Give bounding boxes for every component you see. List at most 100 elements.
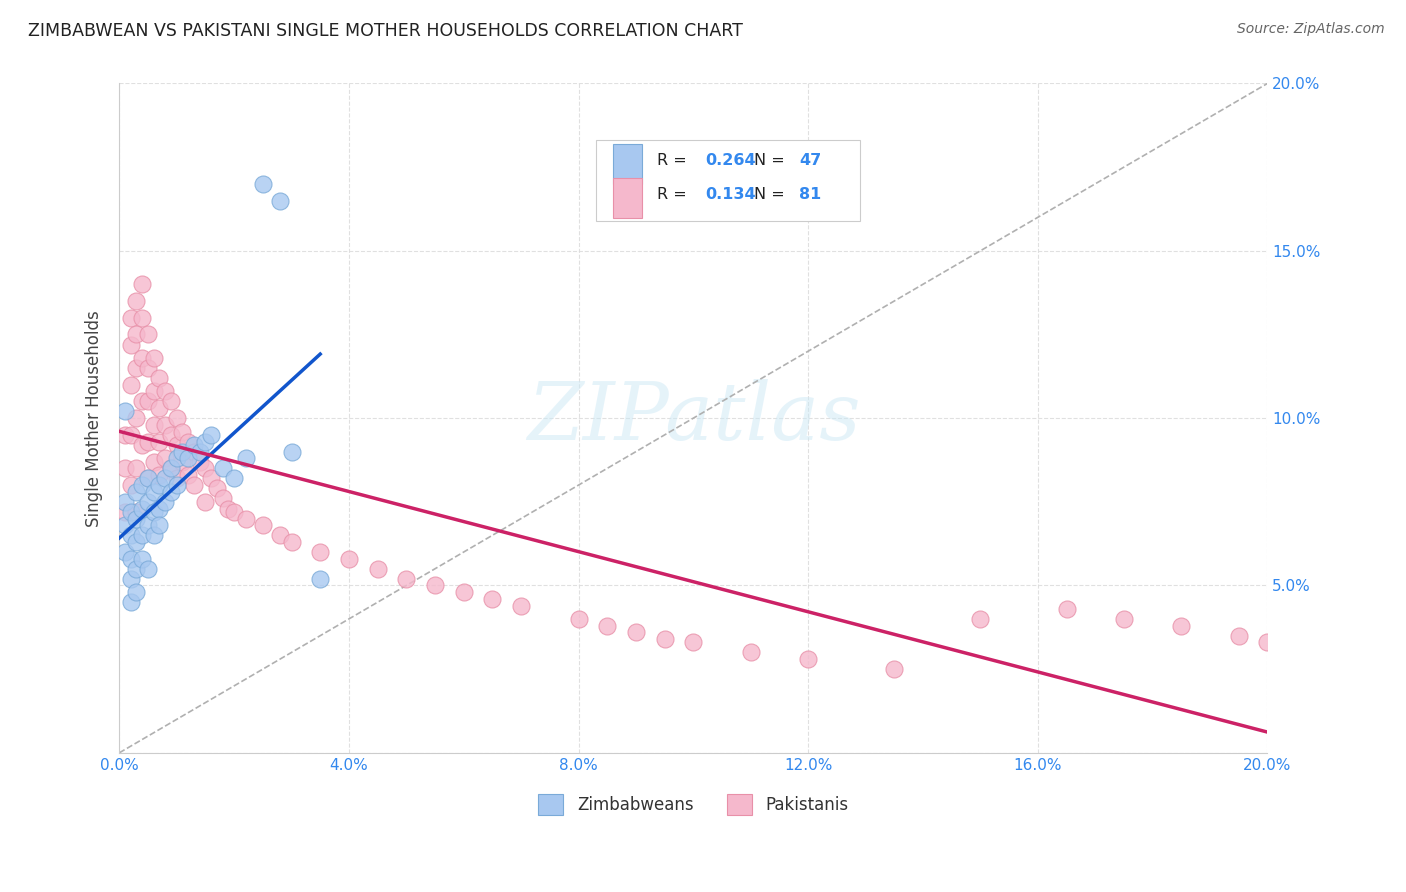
Point bbox=[172, 444, 194, 458]
Point bbox=[142, 351, 165, 365]
Point bbox=[200, 428, 222, 442]
Point bbox=[160, 428, 183, 442]
Point bbox=[142, 455, 165, 469]
Point bbox=[148, 434, 170, 449]
Point bbox=[136, 495, 159, 509]
Point bbox=[200, 471, 222, 485]
Point bbox=[125, 461, 148, 475]
Point bbox=[423, 578, 446, 592]
Point bbox=[131, 438, 153, 452]
Bar bbox=[613, 178, 641, 218]
Point bbox=[969, 612, 991, 626]
Point bbox=[160, 484, 183, 499]
Text: 0.134: 0.134 bbox=[704, 187, 755, 202]
Point bbox=[142, 384, 165, 399]
Point bbox=[217, 501, 239, 516]
Point bbox=[280, 444, 302, 458]
Point bbox=[131, 310, 153, 325]
Point bbox=[120, 505, 142, 519]
Point bbox=[211, 491, 233, 506]
Point bbox=[188, 455, 211, 469]
Point bbox=[148, 501, 170, 516]
Point bbox=[131, 501, 153, 516]
Text: Source: ZipAtlas.com: Source: ZipAtlas.com bbox=[1237, 22, 1385, 37]
Point bbox=[160, 461, 183, 475]
Point bbox=[481, 591, 503, 606]
Point bbox=[177, 434, 200, 449]
Point bbox=[153, 495, 176, 509]
Point bbox=[337, 551, 360, 566]
Bar bbox=[613, 144, 641, 184]
Point bbox=[166, 438, 188, 452]
Point bbox=[797, 652, 820, 666]
Text: R =: R = bbox=[657, 153, 692, 168]
Text: 81: 81 bbox=[799, 187, 821, 202]
Point bbox=[309, 545, 332, 559]
Point bbox=[136, 434, 159, 449]
Point bbox=[131, 351, 153, 365]
Point bbox=[624, 625, 647, 640]
Point bbox=[177, 468, 200, 483]
Point bbox=[367, 562, 389, 576]
Point bbox=[148, 518, 170, 533]
Point bbox=[120, 528, 142, 542]
Point bbox=[252, 177, 274, 191]
Point bbox=[183, 478, 205, 492]
Point bbox=[205, 482, 228, 496]
Legend: Zimbabweans, Pakistanis: Zimbabweans, Pakistanis bbox=[531, 788, 855, 822]
Text: ZIPatlas: ZIPatlas bbox=[527, 379, 860, 457]
Point bbox=[114, 428, 136, 442]
Point bbox=[131, 551, 153, 566]
Point bbox=[177, 451, 200, 466]
Point bbox=[269, 194, 291, 208]
Point bbox=[166, 478, 188, 492]
Point bbox=[194, 495, 217, 509]
Text: 47: 47 bbox=[799, 153, 821, 168]
Point bbox=[136, 518, 159, 533]
Point bbox=[153, 417, 176, 432]
Point bbox=[136, 394, 159, 409]
Point bbox=[453, 585, 475, 599]
Point bbox=[740, 645, 762, 659]
Text: N =: N = bbox=[754, 187, 790, 202]
Point bbox=[309, 572, 332, 586]
Text: ZIMBABWEAN VS PAKISTANI SINGLE MOTHER HOUSEHOLDS CORRELATION CHART: ZIMBABWEAN VS PAKISTANI SINGLE MOTHER HO… bbox=[28, 22, 742, 40]
Point bbox=[148, 401, 170, 416]
Point bbox=[125, 585, 148, 599]
Point bbox=[280, 535, 302, 549]
Point bbox=[125, 293, 148, 308]
Text: N =: N = bbox=[754, 153, 790, 168]
Point bbox=[131, 528, 153, 542]
Point bbox=[125, 535, 148, 549]
Point bbox=[1170, 618, 1192, 632]
Point bbox=[1112, 612, 1135, 626]
Point bbox=[125, 327, 148, 342]
Point bbox=[160, 461, 183, 475]
Point bbox=[125, 360, 148, 375]
Point bbox=[183, 444, 205, 458]
Point bbox=[1227, 629, 1250, 643]
Point bbox=[166, 471, 188, 485]
Point bbox=[682, 635, 704, 649]
Point bbox=[567, 612, 589, 626]
Point bbox=[142, 484, 165, 499]
Point bbox=[235, 511, 257, 525]
Point bbox=[114, 518, 136, 533]
Point bbox=[120, 377, 142, 392]
Point bbox=[120, 337, 142, 351]
Point bbox=[131, 478, 153, 492]
Point bbox=[142, 417, 165, 432]
Point bbox=[120, 572, 142, 586]
Point bbox=[269, 528, 291, 542]
Point bbox=[120, 551, 142, 566]
Point bbox=[153, 451, 176, 466]
Point bbox=[148, 478, 170, 492]
Point bbox=[222, 471, 245, 485]
Point bbox=[172, 455, 194, 469]
Text: 0.264: 0.264 bbox=[704, 153, 755, 168]
Point bbox=[120, 478, 142, 492]
Point bbox=[114, 404, 136, 418]
FancyBboxPatch shape bbox=[596, 140, 860, 220]
Point bbox=[510, 599, 533, 613]
Point bbox=[654, 632, 676, 646]
